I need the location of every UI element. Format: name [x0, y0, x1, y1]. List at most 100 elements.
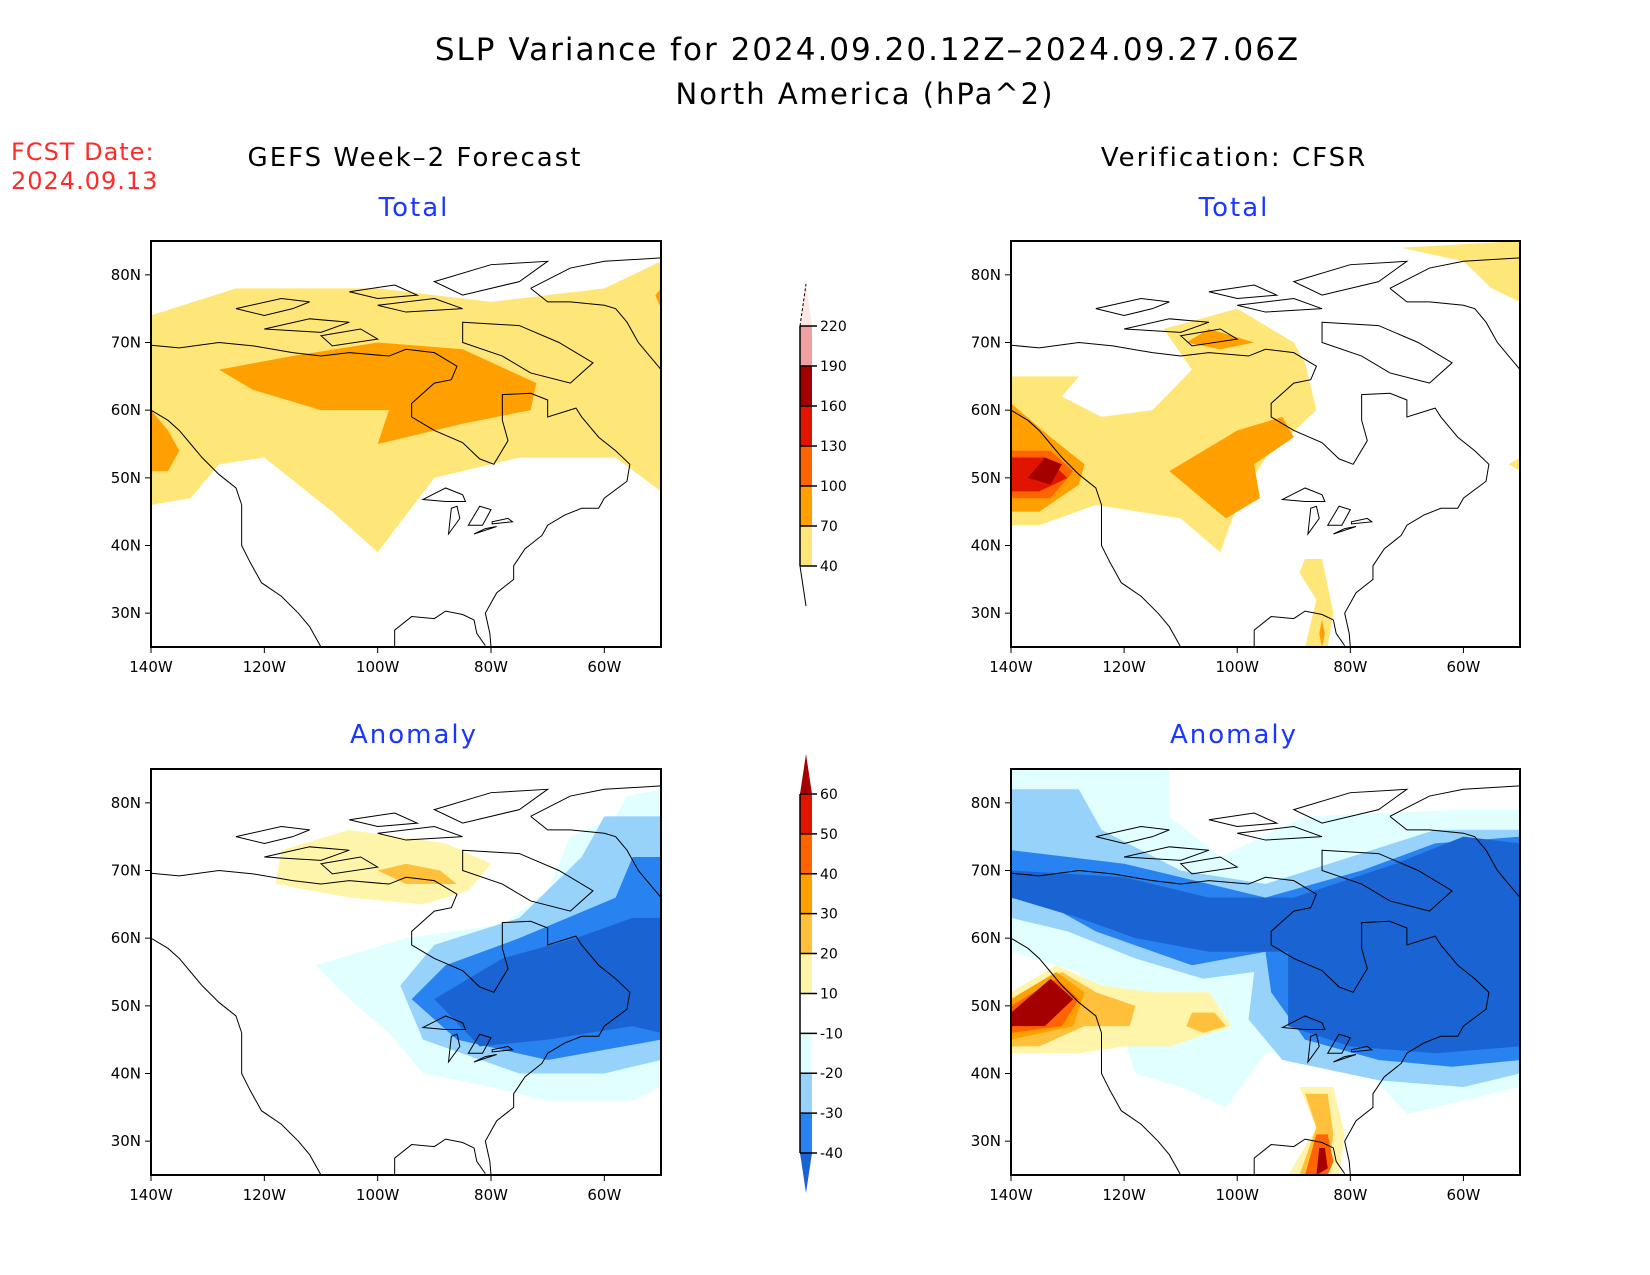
coastline-4: [1389, 287, 1520, 370]
colorbar-band: [800, 526, 812, 566]
colorbar-band: [800, 1113, 812, 1153]
coast-outline-2: [1326, 505, 1352, 526]
coastline-3: [1389, 257, 1520, 289]
x-tick-label: 80W: [474, 658, 508, 676]
x-tick-label: 140W: [129, 658, 173, 676]
panel-title-cfsr-anomaly: Anomaly: [1169, 720, 1299, 750]
coastline-0: [1011, 409, 1182, 647]
coastline-2: [151, 341, 631, 647]
contour-region-70-100-4: [1169, 416, 1294, 519]
x-tick-label: 120W: [1102, 658, 1146, 676]
coast-outline-7: [1237, 298, 1323, 313]
x-tick-label: 100W: [356, 658, 400, 676]
coastline-1: [1253, 610, 1346, 647]
y-tick-label: 80N: [111, 794, 141, 812]
y-tick-label: 50N: [111, 469, 141, 487]
coast-outline-5: [1095, 298, 1170, 316]
colorbar-band: [800, 366, 812, 406]
coastline-1: [1253, 1138, 1346, 1175]
shaded-regions: [275, 789, 661, 1101]
y-tick-label: 50N: [971, 469, 1001, 487]
colorbar-band: [800, 873, 812, 914]
colorbar-band: [800, 406, 812, 446]
coast-outline-11: [1208, 284, 1279, 300]
coast-outline-0: [421, 487, 467, 503]
colorbar-label: 220: [820, 319, 847, 335]
coastline-4: [1389, 815, 1520, 898]
contour-region-60-9: [1011, 978, 1074, 1027]
y-tick-label: 60N: [111, 401, 141, 419]
y-tick-label: 40N: [111, 1065, 141, 1083]
coastline-0: [151, 937, 322, 1175]
coast-outline-9: [462, 849, 594, 912]
colorbar-band: [800, 1033, 812, 1074]
x-tick-label: 120W: [243, 658, 287, 676]
x-tick-label: 100W: [356, 1186, 400, 1204]
colorbar-band: [800, 326, 812, 366]
column-title-gefs: GEFS Week–2 Forecast: [247, 143, 583, 173]
coast-outline-8: [1292, 260, 1409, 296]
y-tick-label: 80N: [111, 266, 141, 284]
coast-outline-1: [1307, 1033, 1320, 1064]
chart-title: SLP Variance for 2024.09.20.12Z–2024.09.…: [434, 32, 1301, 68]
coast-outline-2: [1326, 1033, 1352, 1054]
coast-outline-5: [235, 298, 310, 316]
x-tick-label: 140W: [129, 1186, 173, 1204]
coastline-3: [530, 257, 661, 289]
coast-outline-0: [1280, 1015, 1326, 1031]
colorbar-band: [800, 794, 812, 834]
coast-outline-0: [1280, 487, 1326, 503]
coast-outline-5: [235, 826, 310, 844]
x-tick-label: 120W: [1102, 1186, 1146, 1204]
colorbar-label: 20: [820, 947, 838, 963]
coastlines: [1011, 785, 1520, 1175]
coastline-2: [1011, 341, 1490, 647]
plot-frame: [150, 768, 662, 1176]
fcst-date-value: 2024.09.13: [11, 167, 159, 195]
contour-region-40-70-3: [1508, 457, 1520, 472]
coastline-0: [151, 409, 322, 647]
x-tick-label: 100W: [1215, 658, 1259, 676]
y-tick-label: 50N: [111, 997, 141, 1015]
colorbar-label: -30: [820, 1106, 843, 1122]
coastline-4: [530, 287, 661, 370]
coast-outline-10: [319, 328, 380, 347]
panel-title-gefs-total: Total: [378, 193, 450, 223]
plot-frame: [1010, 240, 1521, 648]
coast-outline-2: [467, 505, 492, 526]
coast-outline-8: [1292, 788, 1409, 824]
colorbar-extend-down: [799, 565, 807, 607]
coastline-3: [1389, 785, 1520, 817]
colorbar-extend-up: [800, 284, 812, 326]
y-tick-label: 30N: [111, 604, 141, 622]
colorbar-extend-up: [800, 754, 812, 794]
colorbar-band: [800, 446, 812, 486]
y-tick-label: 60N: [971, 929, 1001, 947]
contour-region-20-30-6: [1186, 1012, 1226, 1033]
coast-outline-4: [1350, 1045, 1374, 1053]
y-tick-label: 70N: [111, 862, 141, 880]
colorbar-label: 40: [820, 559, 838, 575]
colorbar-extend-down: [800, 1153, 812, 1193]
panel-cfsr-anomaly: 140W 120W 100W 80W 60W 30N 40N 50N 60N 70N 80N: [971, 768, 1521, 1204]
y-tick-label: 80N: [971, 794, 1001, 812]
colorbar-anomaly: -40 -30 -20 -10 10 20 30 40 50 60: [799, 754, 843, 1193]
coast-outline-7: [1237, 826, 1323, 841]
coastline-1: [394, 1138, 486, 1175]
colorbar-label: 30: [820, 907, 838, 923]
colorbar-label: 40: [820, 867, 838, 883]
x-tick-label: 100W: [1215, 1186, 1259, 1204]
contour-region-70-100-3: [655, 288, 661, 309]
x-tick-label: 80W: [1333, 1186, 1367, 1204]
contour-region--40-5: [434, 917, 661, 1047]
coastline-1: [394, 610, 486, 647]
x-tick-label: 60W: [587, 658, 621, 676]
colorbar-label: 190: [820, 359, 847, 375]
coast-outline-4: [491, 1045, 514, 1053]
y-tick-label: 70N: [111, 334, 141, 352]
colorbar-band: [800, 953, 812, 994]
contour-region-40-70-1: [1401, 241, 1520, 302]
colorbar-band: [800, 486, 812, 526]
contour-region-60-13: [1316, 1147, 1328, 1175]
